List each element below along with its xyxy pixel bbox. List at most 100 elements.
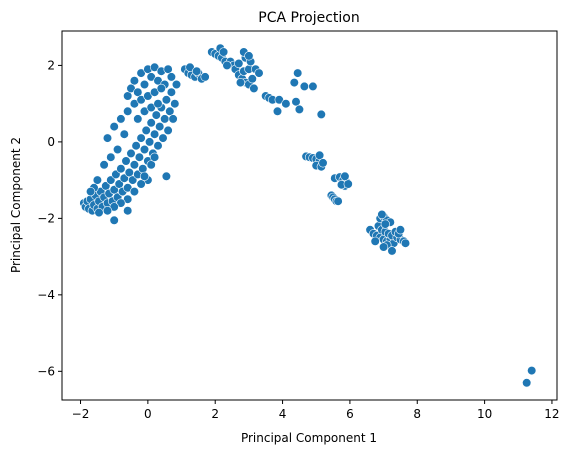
scatter-point [291, 97, 301, 107]
scatter-point [377, 209, 387, 220]
scatter-point [136, 179, 146, 189]
y-axis-ticks: −6 −4 −2 0 2 [37, 58, 62, 378]
y-tick-label: 0 [47, 135, 55, 149]
scatter-point [170, 99, 180, 109]
scatter-point [234, 58, 244, 69]
chart-title: PCA Projection [258, 10, 359, 26]
scatter-point [340, 171, 350, 181]
scatter-point [294, 104, 305, 114]
scatter-point [171, 79, 182, 90]
scatter-point [114, 179, 124, 189]
scatter-point [126, 148, 136, 158]
scatter-point [153, 141, 163, 151]
scatter-point [123, 206, 133, 216]
x-tick-label: 8 [413, 407, 421, 421]
scatter-point [94, 208, 104, 218]
scatter-point [139, 144, 150, 155]
scatter-point [155, 121, 165, 132]
y-tick-label: −4 [37, 288, 55, 302]
scatter-point [129, 76, 139, 86]
scatter-point [161, 171, 171, 181]
scatter-point [272, 106, 283, 116]
scatter-point [166, 72, 176, 82]
scatter-point [136, 133, 146, 143]
scatter-point [146, 118, 156, 128]
points-layer [79, 43, 537, 388]
scatter-point [380, 219, 390, 229]
scatter-point [318, 158, 328, 168]
scatter-point [151, 110, 161, 120]
scatter-point [316, 109, 326, 119]
scatter-point [109, 215, 119, 225]
scatter-point [136, 68, 146, 78]
scatter-point [128, 175, 138, 185]
scatter-point [395, 225, 406, 235]
scatter-point [102, 206, 113, 216]
scatter-point [112, 144, 123, 155]
scatter-point [138, 164, 148, 174]
scatter-point [106, 175, 116, 185]
scatter-point [333, 196, 343, 206]
scatter-point [106, 152, 116, 162]
scatter-point [168, 114, 178, 124]
scatter-point [527, 366, 537, 376]
scatter-point [163, 125, 173, 135]
scatter-point [102, 133, 113, 143]
scatter-point [254, 68, 264, 78]
scatter-point [160, 114, 170, 124]
x-axis-ticks: −2 0 2 4 6 8 10 12 [72, 400, 560, 421]
x-axis-label: Principal Component 1 [241, 431, 377, 445]
scatter-point [123, 194, 133, 204]
scatter-point [119, 129, 129, 139]
scatter-point [343, 179, 353, 189]
scatter-point [161, 95, 171, 105]
scatter-point [299, 81, 310, 91]
scatter-point [123, 91, 133, 101]
x-tick-label: 12 [544, 407, 559, 421]
scatter-point [158, 133, 168, 143]
x-tick-label: 6 [346, 407, 354, 421]
scatter-point [146, 160, 156, 170]
scatter-point [85, 187, 96, 197]
x-tick-label: −2 [72, 407, 90, 421]
scatter-point [139, 79, 150, 90]
scatter-point [156, 83, 166, 93]
x-tick-label: 10 [477, 407, 492, 421]
scatter-point [131, 141, 141, 151]
scatter-point [166, 87, 176, 97]
scatter-point [139, 171, 150, 181]
scatter-point [150, 152, 160, 162]
scatter-point [249, 83, 259, 93]
scatter-point [200, 72, 210, 82]
scatter-point [129, 187, 139, 197]
y-tick-label: −6 [37, 364, 55, 378]
scatter-point [315, 150, 325, 160]
x-tick-label: 4 [279, 407, 287, 421]
scatter-point [192, 66, 202, 76]
scatter-point [370, 236, 380, 246]
scatter-point [400, 238, 411, 248]
scatter-point [247, 74, 257, 84]
y-tick-label: 2 [47, 58, 55, 72]
scatter-point [133, 87, 143, 97]
scatter-point [141, 125, 151, 135]
scatter-point [379, 242, 389, 252]
y-axis-label: Principal Component 2 [9, 137, 23, 273]
scatter-point [129, 160, 139, 170]
scatter-point [522, 378, 532, 388]
scatter-point [150, 129, 160, 139]
scatter-point [153, 99, 163, 109]
scatter-point [244, 51, 254, 61]
scatter-point [163, 64, 173, 74]
plot-frame [61, 30, 558, 401]
x-tick-label: 0 [144, 407, 152, 421]
scatter-point [222, 60, 232, 71]
scatter-point [92, 175, 102, 185]
scatter-point [289, 77, 299, 88]
scatter-point [123, 106, 133, 116]
scatter-point [219, 47, 229, 57]
scatter-point [387, 246, 397, 256]
scatter-point [101, 181, 111, 191]
scatter-point [145, 137, 155, 147]
